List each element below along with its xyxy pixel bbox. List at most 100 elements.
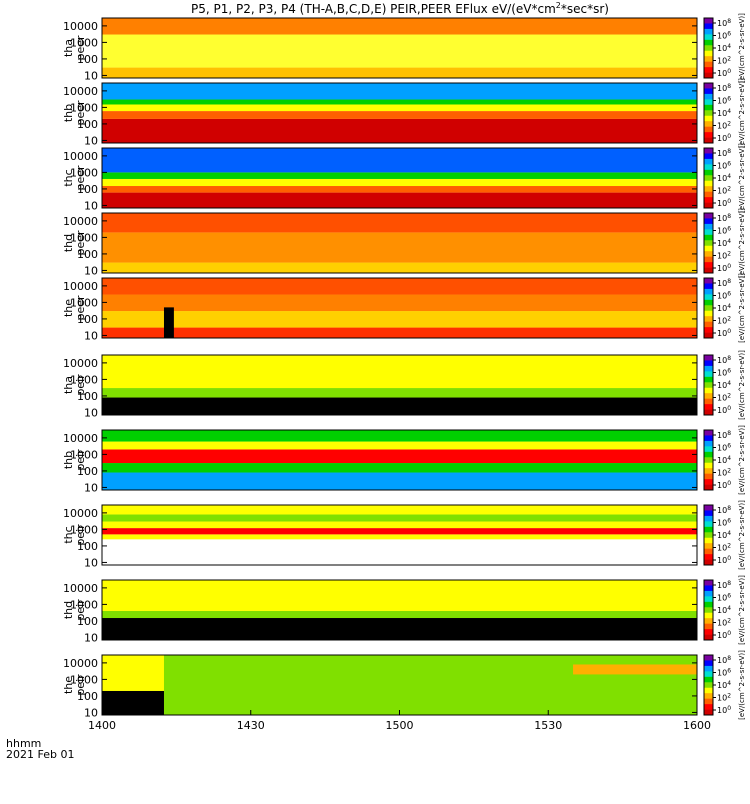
colorbar-segment [704,39,713,46]
colorbar-tick-label: 102 [717,468,731,478]
colorbar-segment [704,404,713,410]
colorbar-segment [704,704,713,710]
colorbar-segment [704,634,713,641]
feature-overlay-0 [163,307,174,338]
colorbar-segment [704,191,713,198]
colorbar-tick-label: 106 [717,593,731,603]
x-tick-label: 1500 [386,719,414,732]
feature-overlay-2 [573,664,697,675]
panel-frame [101,277,698,339]
energy-band-4 [102,514,697,522]
colorbar-tick-label: 102 [717,543,731,553]
colorbar-tick-label: 106 [717,96,731,106]
colorbar-segment [704,440,713,447]
energy-band-0 [102,618,697,640]
energy-band-1 [102,34,697,68]
colorbar-segment [704,158,713,165]
colorbar-segment [704,67,713,73]
energy-band-2 [102,18,697,35]
colorbar-segment [704,104,713,111]
colorbar-segment [704,256,713,263]
colorbar-segment [704,371,713,378]
colorbar-tick-label: 100 [717,480,731,490]
y-tick-label: 10 [84,199,98,212]
colorbar-segment [704,45,713,52]
colorbar-segment [704,213,713,219]
x-tick-label: 1530 [534,719,562,732]
energy-band-0 [102,118,697,143]
colorbar-tick-label: 108 [717,505,731,515]
energy-band-3 [102,99,697,105]
panels-group: 10000 1000 100 10 tha peer 108 106 104 102 100 [eV/… [62,13,746,720]
colorbar-segment [704,473,713,480]
colorbar-segment [704,332,713,339]
colorbar-tick-label: 104 [717,455,731,465]
y-tick-label: 100 [77,690,98,703]
colorbar-tick-label: 106 [717,31,731,41]
colorbar-segment [704,50,713,57]
y-tick-label: 100 [77,465,98,478]
time-axis: 1400 1430 1500 1530 1600 [88,710,711,732]
y-tick-label: 1000 [70,231,98,244]
energy-band-1 [102,610,697,619]
colorbar-segment [704,61,713,68]
colorbar-segment [704,382,713,389]
y-tick-label: 1000 [70,296,98,309]
colorbar-tick-label: 100 [717,405,731,415]
colorbar-segment [704,612,713,619]
energy-band-0 [102,397,697,415]
colorbar-segment [704,93,713,100]
panel-label-probe: the [62,299,75,317]
x-tick-label: 1400 [88,719,116,732]
energy-band-2 [102,449,697,464]
colorbar-segment [704,698,713,705]
colorbar-tick-label: 104 [717,108,731,118]
energy-band-5 [102,505,697,515]
colorbar-segment [704,510,713,517]
colorbar-segment [704,457,713,464]
colorbar-tick-label: 100 [717,328,731,338]
colorbar-segment [704,360,713,367]
panel-label-species: peir [74,524,87,546]
colorbar-segment [704,262,713,268]
colorbar-segment [704,283,713,290]
y-tick-label: 1000 [70,673,98,686]
time-axis-label-date: 2021 Feb 01 [6,748,74,761]
colorbar-label: [eV/(cm^2-s-sr-eV)] [738,208,746,278]
panel-label-probe: thc [62,169,75,186]
y-tick-label: 10000 [63,20,98,33]
colorbar-segment [704,484,713,491]
colorbar-segment [704,115,713,122]
colorbar-tick-label: 100 [717,263,731,273]
colorbar-segment [704,655,713,661]
energy-band-3 [102,441,697,450]
colorbar-segment [704,88,713,95]
colorbar-label: [eV/(cm^2-s-sr-eV)] [738,575,746,645]
panel-label-species: peer [74,165,87,191]
colorbar-segment [704,435,713,442]
colorbar-tick-label: 104 [717,238,731,248]
colorbar-segment [704,278,713,284]
panel-tha-peer: 10000 1000 100 10 tha peer 108 106 104 102 100 [eV/… [62,13,746,83]
colorbar-segment [704,83,713,89]
panel-label-species: peer [74,295,87,321]
colorbar-segment [704,365,713,372]
colorbar-segment [704,294,713,301]
colorbar-segment [704,299,713,306]
energy-band-0 [102,262,697,273]
y-tick-label: 10000 [63,215,98,228]
colorbar-segment [704,245,713,252]
colorbar-segment [704,446,713,453]
panel-frame [101,147,698,209]
panel-label-probe: tha [62,39,75,57]
colorbar-segment [704,251,713,257]
colorbar-tick-label: 102 [717,186,731,196]
panel-label-probe: thd [62,234,75,252]
colorbar-segment [704,305,713,312]
panel-label-species: peir [74,599,87,621]
energy-band-2 [102,178,697,187]
panel-thc-peer: 10000 1000 100 10 thc peer 108 106 104 102 100 [eV/… [62,143,746,213]
panel-label-probe: thb [62,451,75,469]
